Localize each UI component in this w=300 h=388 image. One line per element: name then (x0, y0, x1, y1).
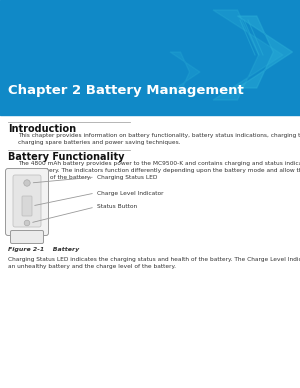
Text: Charging Status LED: Charging Status LED (97, 175, 158, 180)
Bar (0, 0, 300, 115)
Text: Status Button: Status Button (97, 204, 137, 210)
Text: This chapter provides information on battery functionality, battery status indic: This chapter provides information on bat… (18, 133, 300, 145)
Polygon shape (213, 10, 283, 100)
Text: The 4800 mAh battery provides power to the MC9500-K and contains charging and st: The 4800 mAh battery provides power to t… (18, 161, 300, 180)
Polygon shape (238, 16, 292, 88)
Polygon shape (170, 52, 200, 92)
Text: Chapter 2 Battery Management: Chapter 2 Battery Management (8, 84, 244, 97)
Text: Battery Functionality: Battery Functionality (8, 152, 124, 162)
Text: Charge Level Indicator: Charge Level Indicator (97, 191, 164, 196)
Text: Introduction: Introduction (8, 124, 76, 134)
FancyBboxPatch shape (11, 230, 43, 244)
Circle shape (24, 220, 30, 226)
FancyBboxPatch shape (13, 175, 41, 227)
FancyBboxPatch shape (5, 168, 49, 236)
Text: Figure 2-1    Battery: Figure 2-1 Battery (8, 247, 79, 252)
FancyBboxPatch shape (22, 196, 32, 216)
Text: Charging Status LED indicates the charging status and health of the battery. The: Charging Status LED indicates the chargi… (8, 257, 300, 269)
Circle shape (24, 180, 30, 186)
